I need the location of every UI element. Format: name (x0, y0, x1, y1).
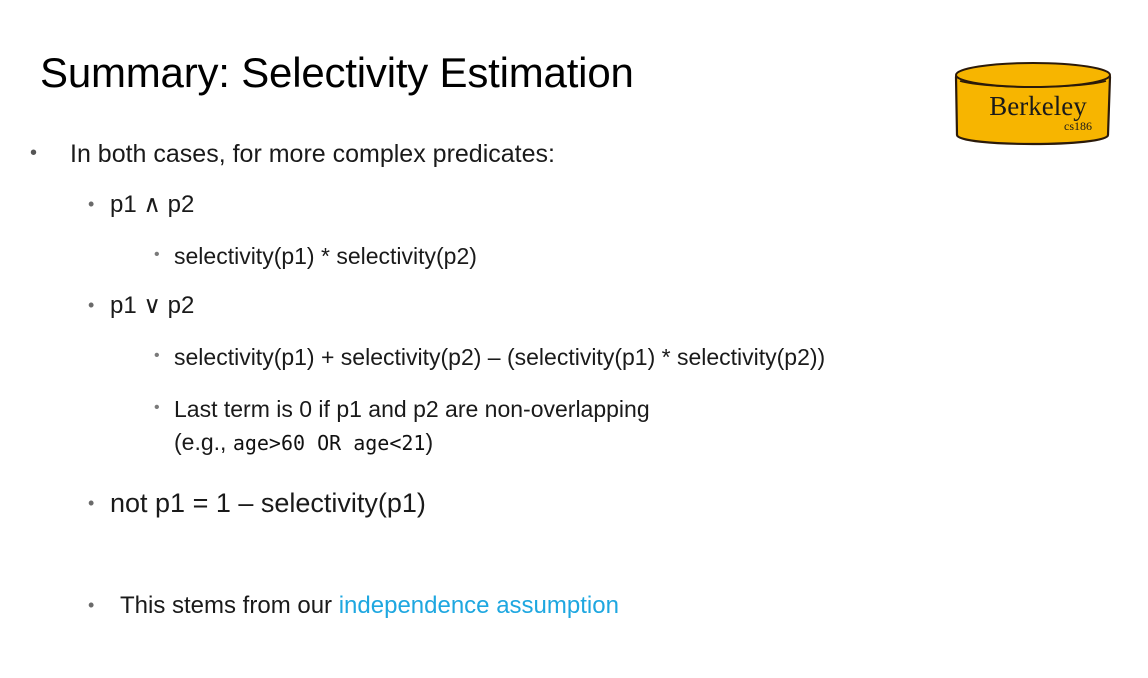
bullet-dot: • (30, 142, 38, 164)
example-open: (e.g., (174, 429, 233, 455)
bullet-intro-text: In both cases, for more complex predicat… (70, 140, 555, 168)
logo-text: Berkeley (989, 91, 1087, 121)
example-close: ) (425, 429, 434, 455)
berkeley-cs186-logo: Berkeley cs186 (954, 62, 1112, 146)
bullet-dot: • (88, 595, 95, 615)
not-formula-text: not p1 = 1 – selectivity(p1) (110, 488, 426, 518)
bullet-or-label: p1 ∨ p2 (110, 292, 195, 319)
bullet-dot: • (88, 295, 95, 315)
bullet-and-label: p1 ∧ p2 (110, 191, 195, 218)
and-formula-text: selectivity(p1) * selectivity(p2) (174, 243, 477, 269)
stems-prefix: This stems from our (120, 592, 339, 619)
bullet-dot: • (154, 347, 160, 364)
independence-text: This stems from our independence assumpt… (120, 594, 619, 618)
example-code: age>60 OR age<21 (232, 431, 426, 455)
bullet-dot: • (154, 399, 160, 416)
bullet-dot: • (154, 246, 160, 263)
last-term-text: Last term is 0 if p1 and p2 are non-over… (174, 396, 650, 422)
slide-title: Summary: Selectivity Estimation (40, 49, 634, 96)
bullet-dot: • (88, 194, 95, 214)
independence-link[interactable]: independence assumption (338, 592, 619, 619)
bullet-dot: • (88, 493, 95, 513)
or-formula-text: selectivity(p1) + selectivity(p2) – (sel… (174, 344, 826, 370)
example-line: (e.g., age>60 OR age<21) (174, 431, 433, 454)
logo-subtext: cs186 (1064, 119, 1092, 133)
